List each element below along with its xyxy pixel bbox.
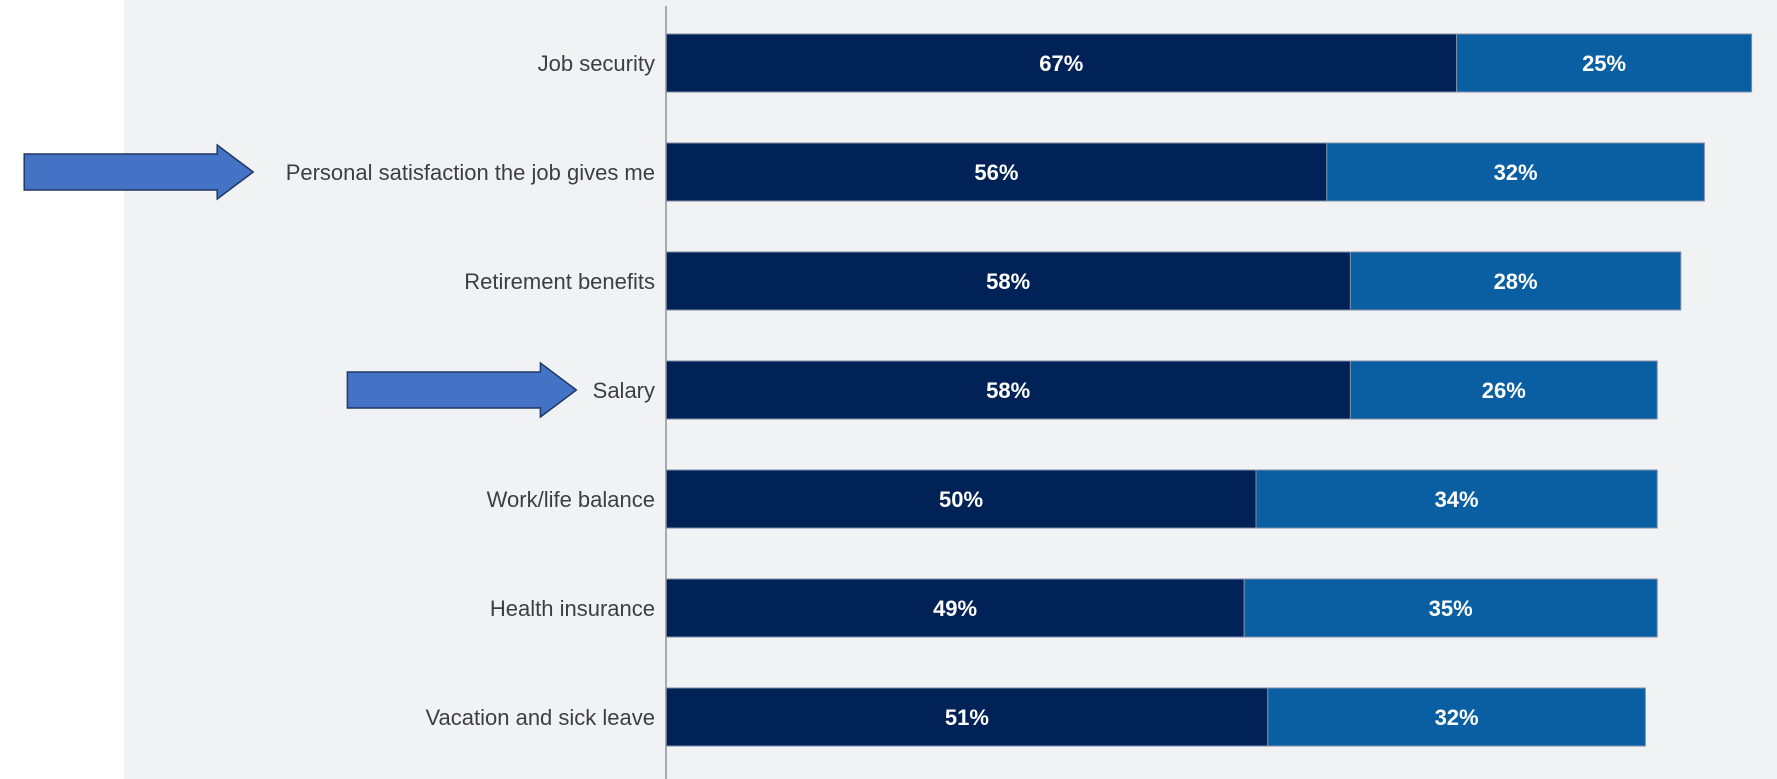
bar-segment-2-health-insurance — [1243, 578, 1658, 638]
highlight-arrow-icon-personal-satisfaction-the-job-gives-me — [23, 143, 255, 201]
data-label-2-work-life-balance: 34% — [1435, 487, 1479, 512]
data-label-1-salary: 58% — [986, 378, 1030, 403]
category-label-work-life-balance: Work/life balance — [487, 487, 655, 512]
bar-segment-1-salary — [665, 360, 1351, 420]
data-label-1-health-insurance: 49% — [933, 596, 977, 621]
highlight-arrow-icon-salary — [346, 361, 578, 419]
data-label-2-job-security: 25% — [1582, 51, 1626, 76]
data-label-1-personal-satisfaction-the-job-gives-me: 56% — [974, 160, 1018, 185]
category-label-personal-satisfaction-the-job-gives-me: Personal satisfaction the job gives me — [286, 160, 655, 185]
data-label-1-work-life-balance: 50% — [939, 487, 983, 512]
category-label-retirement-benefits: Retirement benefits — [464, 269, 655, 294]
category-label-job-security: Job security — [538, 51, 655, 76]
bar-segment-2-retirement-benefits — [1349, 251, 1682, 311]
data-label-2-health-insurance: 35% — [1429, 596, 1473, 621]
data-label-1-vacation-and-sick-leave: 51% — [945, 705, 989, 730]
data-label-2-vacation-and-sick-leave: 32% — [1435, 705, 1479, 730]
bar-segment-2-personal-satisfaction-the-job-gives-me — [1326, 142, 1705, 202]
data-label-2-salary: 26% — [1482, 378, 1526, 403]
bar-segment-1-vacation-and-sick-leave — [665, 687, 1269, 747]
data-label-2-personal-satisfaction-the-job-gives-me: 32% — [1494, 160, 1538, 185]
data-label-2-retirement-benefits: 28% — [1494, 269, 1538, 294]
data-label-1-job-security: 67% — [1039, 51, 1083, 76]
bar-segment-2-work-life-balance — [1255, 469, 1658, 529]
bar-segment-2-salary — [1349, 360, 1658, 420]
bar-segment-1-personal-satisfaction-the-job-gives-me — [665, 142, 1328, 202]
bar-segment-2-vacation-and-sick-leave — [1267, 687, 1646, 747]
category-label-vacation-and-sick-leave: Vacation and sick leave — [425, 705, 655, 730]
bar-segment-2-job-security — [1456, 33, 1753, 93]
category-label-salary: Salary — [593, 378, 655, 403]
category-label-health-insurance: Health insurance — [490, 596, 655, 621]
bar-segment-1-health-insurance — [665, 578, 1245, 638]
bar-segment-1-retirement-benefits — [665, 251, 1351, 311]
bar-segment-1-job-security — [665, 33, 1458, 93]
data-label-1-retirement-benefits: 58% — [986, 269, 1030, 294]
